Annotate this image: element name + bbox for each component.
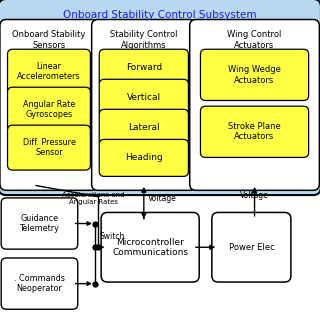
Text: Guidance
Telemetry: Guidance Telemetry: [20, 214, 60, 233]
Text: Power Elec: Power Elec: [228, 243, 274, 252]
Text: Wing Control
Actuators: Wing Control Actuators: [227, 30, 282, 50]
FancyBboxPatch shape: [92, 20, 196, 190]
Text: Vertical: Vertical: [127, 93, 161, 102]
Text: Accelerations and
Angular Rates: Accelerations and Angular Rates: [62, 192, 124, 205]
FancyBboxPatch shape: [7, 49, 90, 94]
FancyBboxPatch shape: [99, 49, 188, 86]
FancyBboxPatch shape: [1, 258, 78, 309]
FancyBboxPatch shape: [212, 212, 291, 282]
Text: Stroke Plane
Actuators: Stroke Plane Actuators: [228, 122, 281, 141]
FancyBboxPatch shape: [7, 125, 90, 170]
Text: Voltage: Voltage: [148, 194, 177, 203]
Text: Lateral: Lateral: [128, 123, 160, 132]
FancyBboxPatch shape: [200, 106, 308, 157]
Text: Angular Rate
Gyroscopes: Angular Rate Gyroscopes: [23, 100, 75, 119]
FancyBboxPatch shape: [7, 87, 90, 132]
Text: Microcontroller
Communications: Microcontroller Communications: [112, 237, 188, 257]
FancyBboxPatch shape: [99, 109, 188, 146]
Text: Forward: Forward: [126, 63, 162, 72]
Text: Voltage: Voltage: [240, 190, 269, 200]
FancyBboxPatch shape: [200, 49, 308, 100]
FancyBboxPatch shape: [0, 0, 320, 195]
Text: Onboard Stability Control Subsystem: Onboard Stability Control Subsystem: [63, 10, 256, 20]
Text: Onboard Stability
Sensors: Onboard Stability Sensors: [12, 30, 86, 50]
FancyBboxPatch shape: [101, 212, 199, 282]
Text: . Commands
Neoperator: . Commands Neoperator: [14, 274, 65, 293]
FancyBboxPatch shape: [1, 198, 78, 249]
Text: Stability Control
Algorithms: Stability Control Algorithms: [110, 30, 178, 50]
Text: Linear
Accelerometers: Linear Accelerometers: [17, 62, 81, 81]
Text: Wing Wedge
Actuators: Wing Wedge Actuators: [228, 65, 281, 84]
Text: Heading: Heading: [125, 153, 163, 162]
FancyBboxPatch shape: [0, 20, 98, 190]
FancyBboxPatch shape: [190, 20, 319, 190]
FancyBboxPatch shape: [99, 79, 188, 116]
FancyBboxPatch shape: [99, 140, 188, 176]
Text: Switch: Switch: [100, 232, 125, 241]
Text: Diff. Pressure
Sensor: Diff. Pressure Sensor: [22, 138, 76, 157]
